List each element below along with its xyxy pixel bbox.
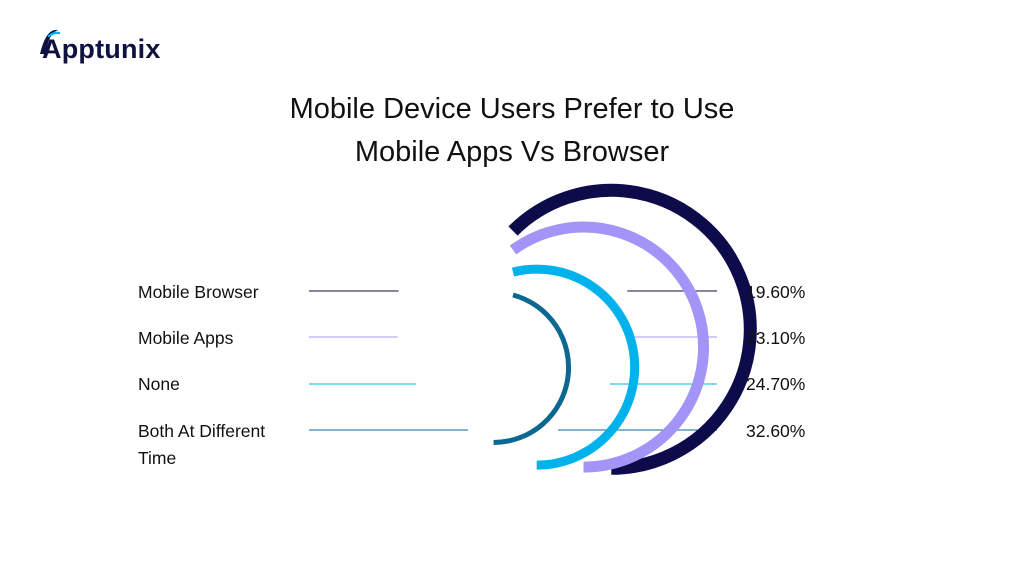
chart-title-line-1: Mobile Device Users Prefer to Use bbox=[289, 93, 735, 125]
logo-arch-icon bbox=[40, 29, 61, 54]
value-label-both-at-different-time: 32.60% bbox=[746, 421, 806, 441]
value-label-mobile-browser: 19.60% bbox=[746, 282, 806, 302]
legend-label-none: None bbox=[138, 374, 180, 394]
radial-bar-mobile-apps bbox=[509, 221, 710, 473]
value-label-none: 24.70% bbox=[746, 374, 806, 394]
radial-bar-both-at-different-time bbox=[493, 292, 572, 445]
radial-arcs bbox=[493, 183, 757, 475]
radial-bar-mobile-browser bbox=[508, 183, 757, 475]
chart-title: Mobile Device Users Prefer to Use Mobile… bbox=[0, 88, 1024, 174]
value-label-mobile-apps: 23.10% bbox=[746, 328, 806, 348]
legend-label-mobile-apps: Mobile Apps bbox=[138, 328, 234, 348]
connector-lines bbox=[309, 290, 717, 431]
radial-bar-none bbox=[511, 264, 640, 470]
brand-logo: Apptunix bbox=[36, 24, 176, 68]
logo-text: Apptunix bbox=[42, 34, 161, 64]
legend-label-both-at-different-time: Both At Different Time bbox=[138, 421, 266, 468]
legend-label-mobile-browser: Mobile Browser bbox=[138, 282, 259, 302]
chart-title-line-2: Mobile Apps Vs Browser bbox=[354, 136, 670, 168]
